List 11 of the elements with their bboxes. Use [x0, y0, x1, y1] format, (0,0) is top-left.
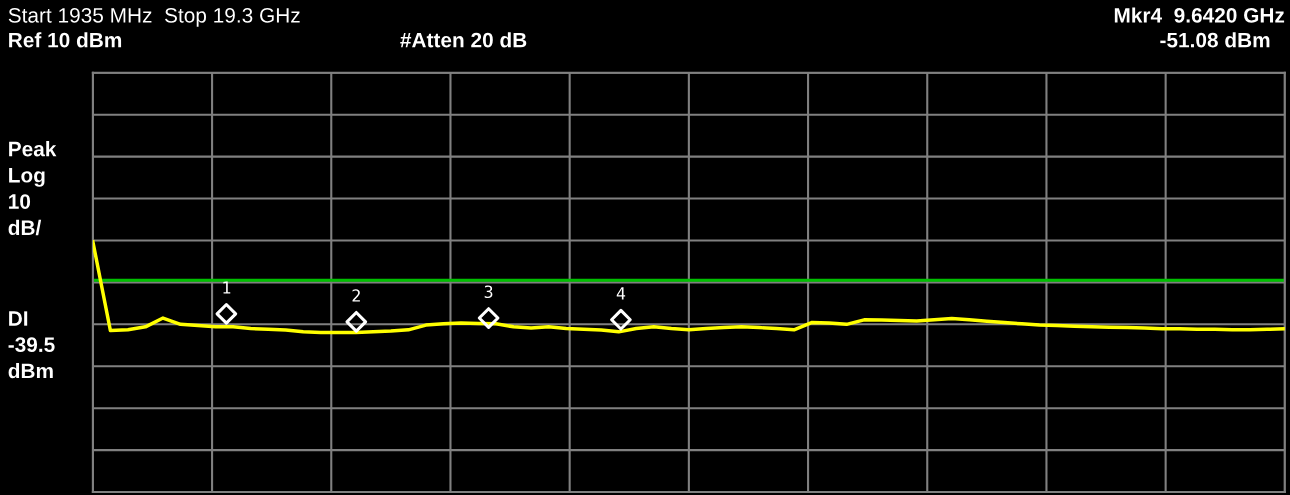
text: #Atten 20 dB — [400, 32, 527, 48]
text: Mkr4 9.6420 GHz — [1114, 7, 1285, 23]
annotation: 1 — [223, 281, 231, 294]
text: -51.08 dBm — [1160, 32, 1270, 48]
text: Peak Log 10 dB/ — [8, 141, 57, 236]
annotation: 2 — [352, 289, 360, 302]
annotation: 3 — [484, 285, 493, 299]
text: Start 1935 MHz Stop 19.3 GHz — [8, 7, 300, 27]
ref-line-label: DI -39.5 dBm — [8, 311, 55, 379]
annotation: 4 — [616, 287, 626, 300]
text: Ref 10 dBm — [9, 32, 122, 48]
